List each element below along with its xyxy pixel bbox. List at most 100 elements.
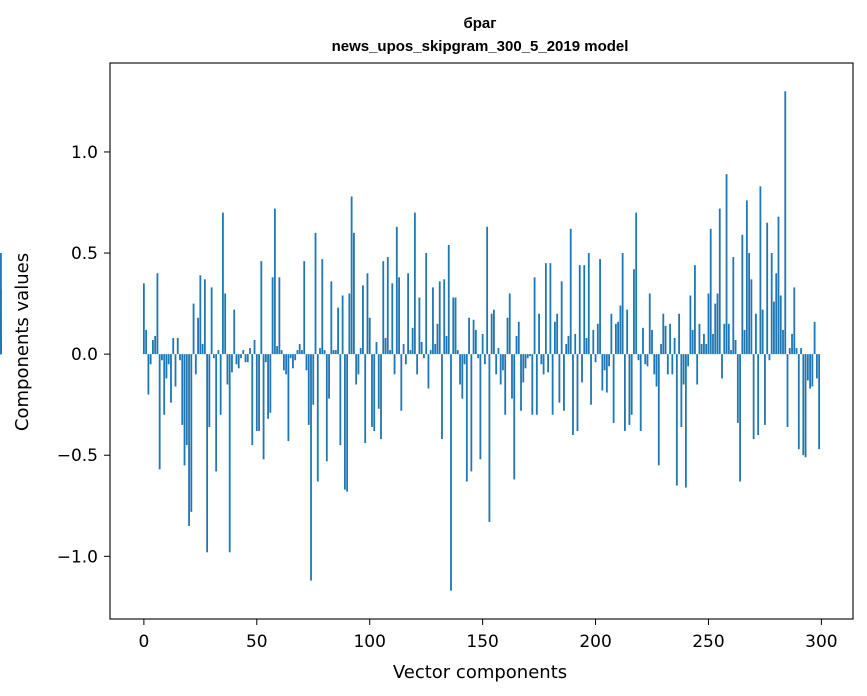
bar-208 [612, 354, 615, 423]
bar-61 [280, 350, 283, 355]
bar-286 [788, 348, 791, 355]
bar-136 [450, 354, 452, 591]
bar-269 [750, 279, 753, 355]
bar-26 [201, 344, 204, 355]
bar-17 [181, 354, 184, 425]
bar-44 [242, 350, 245, 355]
bar-54 [264, 354, 267, 363]
bar-82 [328, 354, 330, 399]
bar-261 [732, 257, 735, 355]
bar-113 [398, 277, 400, 355]
bar-238 [680, 354, 683, 427]
bar-229 [660, 344, 662, 355]
bar-285 [786, 354, 789, 427]
bar-205 [605, 354, 608, 393]
bar-38 [228, 354, 231, 553]
bar-146 [472, 319, 475, 355]
bar-157 [497, 348, 500, 355]
bar-288 [793, 287, 796, 355]
bar-214 [626, 309, 629, 355]
bar-224 [648, 293, 651, 355]
bar-213 [624, 354, 626, 431]
bar-133 [443, 279, 446, 355]
bar-249 [705, 344, 708, 355]
bar-277 [768, 354, 771, 361]
bar-292 [802, 354, 805, 456]
bar-13 [172, 337, 175, 355]
bar-230 [662, 313, 665, 355]
bar-258 [725, 174, 728, 355]
bar-246 [698, 323, 701, 355]
bar-287 [791, 333, 793, 355]
bar-223 [646, 354, 649, 367]
bar-75 [312, 354, 315, 405]
bar-42 [237, 354, 240, 369]
bar-191 [574, 333, 577, 355]
bar-180 [549, 263, 552, 355]
bar-207 [610, 313, 613, 355]
bar-77 [316, 354, 319, 482]
bar-158 [499, 354, 502, 385]
bars-group [0, 91, 821, 591]
bar-210 [617, 321, 620, 355]
bar-244 [694, 265, 696, 355]
x-axis-label: Vector components [393, 662, 567, 683]
bar-187 [565, 344, 568, 355]
bar-271 [754, 313, 757, 355]
bar-226 [653, 354, 656, 375]
bar-155 [493, 309, 495, 355]
bar-11 [167, 354, 170, 365]
bar-140 [459, 354, 461, 385]
bar-198 [590, 354, 592, 405]
bar-151 [483, 354, 486, 365]
bar-47 [249, 348, 251, 355]
bar-165 [515, 335, 518, 355]
bar-211 [619, 305, 622, 355]
bar-282 [779, 295, 782, 355]
bar-169 [524, 354, 527, 369]
bar-221 [642, 327, 644, 355]
chart-title: браг [463, 15, 496, 32]
bar-57 [271, 277, 274, 355]
bar-255 [718, 208, 721, 355]
bar-112 [395, 226, 398, 355]
bar-88 [341, 295, 344, 355]
bar-266 [743, 329, 746, 355]
bar-280 [775, 273, 778, 355]
bar-108 [386, 257, 389, 355]
bar-60 [278, 277, 281, 355]
bar-0 [142, 283, 145, 355]
bar-295 [809, 354, 811, 389]
bar-33 [217, 350, 220, 355]
bar-79 [321, 259, 324, 355]
bar-63 [285, 354, 288, 375]
bar-275 [764, 354, 766, 425]
bar-270 [752, 354, 755, 440]
bar-45 [244, 354, 247, 363]
bar-186 [563, 354, 565, 411]
bar-264 [739, 354, 741, 482]
bar-68 [296, 350, 299, 355]
bar-181 [551, 354, 554, 415]
y-axis: −1.0 −0.5 0.0 0.5 1.0 [57, 143, 110, 567]
bar-118 [409, 350, 412, 355]
bar-84 [332, 350, 335, 355]
bar-21 [190, 354, 193, 512]
bar-114 [400, 354, 403, 411]
bar-201 [596, 323, 599, 355]
bar-91 [348, 293, 351, 355]
bar-101 [371, 354, 373, 427]
bar-163 [511, 354, 513, 399]
bar-37 [226, 354, 229, 385]
bar-298 [815, 354, 818, 379]
bar-274 [761, 309, 764, 355]
bar-29 [208, 354, 211, 427]
bar-31 [212, 354, 215, 359]
bar-111 [393, 354, 396, 375]
bar-294 [806, 354, 809, 381]
bar-51 [258, 354, 260, 431]
bar-6 [156, 273, 159, 355]
bar-56 [269, 354, 272, 413]
title-group: браг news_upos_skipgram_300_5_2019 model [332, 15, 629, 55]
